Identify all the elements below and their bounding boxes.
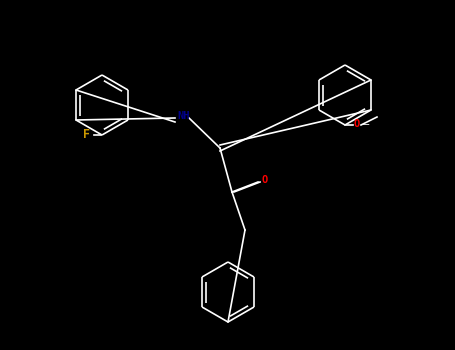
- Text: —: —: [363, 119, 369, 129]
- Text: F: F: [83, 128, 90, 141]
- Text: O: O: [354, 119, 360, 129]
- Text: NH: NH: [177, 111, 189, 121]
- Text: O: O: [262, 175, 268, 185]
